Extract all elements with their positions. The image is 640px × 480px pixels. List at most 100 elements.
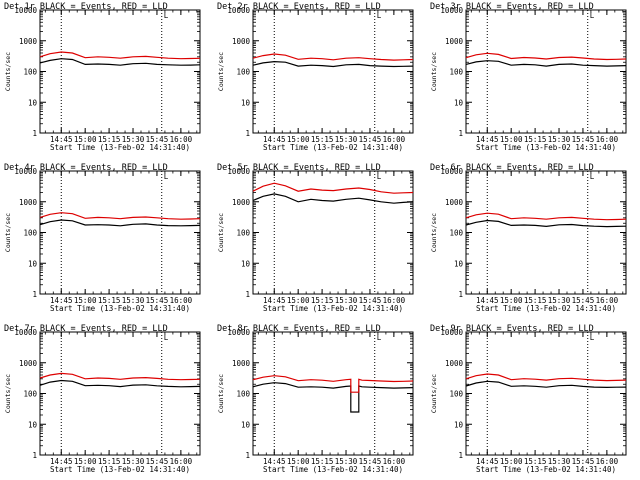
x-axis-title: Start Time (13-Feb-02 14:31:40) xyxy=(263,304,403,313)
plot-frame xyxy=(465,170,627,295)
x-tick-label: 15:00 xyxy=(287,296,310,305)
x-tick-label: 14:45 xyxy=(50,457,73,466)
panel-title: Det 1r BLACK = Events, RED = LLD xyxy=(4,2,168,12)
y-tick-label: 100 xyxy=(449,229,463,238)
x-tick-label: 15:15 xyxy=(524,135,547,144)
y-tick-label: 100 xyxy=(449,390,463,399)
panel-title: Det 4r BLACK = Events, RED = LLD xyxy=(4,163,168,173)
y-axis-title: Counts/sec xyxy=(430,52,438,91)
y-tick-label: 1 xyxy=(245,451,250,460)
x-tick-label: 16:00 xyxy=(170,135,193,144)
chart-panel-7: Det 7r BLACK = Events, RED = LLD 1 10 100 10… xyxy=(4,324,201,474)
x-tick-label: 16:00 xyxy=(170,296,193,305)
series-lld-line xyxy=(252,182,414,194)
y-axis-title: Counts/sec xyxy=(430,213,438,252)
plot-frame xyxy=(252,170,414,295)
series-events-line xyxy=(252,382,414,413)
plot-frame xyxy=(39,331,201,456)
y-tick-label: 1000 xyxy=(232,37,251,46)
x-tick-label: 15:45 xyxy=(359,457,382,466)
x-axis-title: Start Time (13-Feb-02 14:31:40) xyxy=(50,143,190,152)
series-lld-line xyxy=(465,373,627,382)
x-tick-label: 15:15 xyxy=(524,296,547,305)
series-lld-line xyxy=(465,52,627,61)
x-axis-title: Start Time (13-Feb-02 14:31:40) xyxy=(50,465,190,474)
x-tick-label: 15:45 xyxy=(146,135,169,144)
x-tick-label: 16:00 xyxy=(383,296,406,305)
x-tick-label: 15:45 xyxy=(359,135,382,144)
chart-panel-4: Det 4r BLACK = Events, RED = LLD 1 10 100 10… xyxy=(4,163,201,313)
plot-frame xyxy=(39,9,201,134)
y-tick-label: 10 xyxy=(454,98,464,107)
panel-title: Det 6r BLACK = Events, RED = LLD xyxy=(430,163,594,173)
x-tick-label: 15:30 xyxy=(335,135,358,144)
series-lld-line xyxy=(252,375,414,393)
panel-title: Det 3r BLACK = Events, RED = LLD xyxy=(430,2,594,12)
y-tick-label: 10 xyxy=(241,98,251,107)
series-events-line xyxy=(39,379,201,388)
x-tick-label: 15:45 xyxy=(572,296,595,305)
x-tick-label: 15:30 xyxy=(548,296,571,305)
y-tick-label: 1000 xyxy=(19,37,38,46)
series-events-line xyxy=(39,219,201,227)
plot-frame xyxy=(465,331,627,456)
x-tick-label: 15:00 xyxy=(500,457,523,466)
series-events-line xyxy=(465,60,627,67)
panel-title: Det 7r BLACK = Events, RED = LLD xyxy=(4,324,168,334)
y-tick-label: 10000 xyxy=(227,6,250,15)
y-tick-label: 100 xyxy=(236,68,250,77)
plot-frame xyxy=(465,9,627,134)
x-tick-label: 15:15 xyxy=(98,135,121,144)
x-tick-label: 15:15 xyxy=(98,457,121,466)
x-tick-label: 16:00 xyxy=(383,457,406,466)
x-tick-label: 15:30 xyxy=(122,457,145,466)
x-tick-label: 15:45 xyxy=(572,135,595,144)
y-tick-label: 10000 xyxy=(14,6,37,15)
x-tick-label: 15:15 xyxy=(311,296,334,305)
x-tick-label: 15:00 xyxy=(74,135,97,144)
plot-frame xyxy=(252,331,414,456)
x-tick-label: 15:45 xyxy=(572,457,595,466)
y-tick-label: 100 xyxy=(449,68,463,77)
x-tick-label: 15:00 xyxy=(74,296,97,305)
y-tick-label: 10 xyxy=(28,98,38,107)
x-tick-label: 16:00 xyxy=(596,135,619,144)
y-tick-label: 100 xyxy=(236,390,250,399)
y-tick-label: 1000 xyxy=(445,37,464,46)
plot-frame xyxy=(252,9,414,134)
x-tick-label: 16:00 xyxy=(170,457,193,466)
chart-panel-3: Det 3r BLACK = Events, RED = LLD 1 10 100 10… xyxy=(430,2,627,152)
y-tick-label: 1 xyxy=(458,290,463,299)
y-tick-label: 10000 xyxy=(14,167,37,176)
y-tick-label: 10000 xyxy=(440,328,463,337)
x-tick-label: 15:30 xyxy=(122,296,145,305)
y-tick-label: 10 xyxy=(454,259,464,268)
x-axis-title: Start Time (13-Feb-02 14:31:40) xyxy=(50,304,190,313)
y-axis-title: Counts/sec xyxy=(217,374,225,413)
y-tick-label: 10000 xyxy=(440,6,463,15)
y-tick-label: 10000 xyxy=(14,328,37,337)
x-tick-label: 15:30 xyxy=(122,135,145,144)
x-tick-label: 14:45 xyxy=(476,457,499,466)
y-tick-label: 100 xyxy=(23,390,37,399)
x-axis-title: Start Time (13-Feb-02 14:31:40) xyxy=(263,143,403,152)
x-tick-label: 16:00 xyxy=(383,135,406,144)
y-tick-label: 1 xyxy=(458,129,463,138)
x-axis-title: Start Time (13-Feb-02 14:31:40) xyxy=(476,465,616,474)
x-tick-label: 16:00 xyxy=(596,457,619,466)
corner-mark: L xyxy=(377,333,382,342)
y-tick-label: 1 xyxy=(32,451,37,460)
x-tick-label: 15:45 xyxy=(146,296,169,305)
plot-frame xyxy=(39,170,201,295)
x-tick-label: 15:30 xyxy=(335,296,358,305)
series-events-line xyxy=(252,193,414,204)
x-tick-label: 15:15 xyxy=(524,457,547,466)
y-tick-label: 1000 xyxy=(19,198,38,207)
x-tick-label: 14:45 xyxy=(50,296,73,305)
y-tick-label: 100 xyxy=(23,229,37,238)
x-tick-label: 15:00 xyxy=(500,135,523,144)
y-tick-label: 100 xyxy=(236,229,250,238)
chart-panel-5: Det 5r BLACK = Events, RED = LLD 1 10 100 10… xyxy=(217,163,414,313)
corner-mark: L xyxy=(164,172,169,181)
x-tick-label: 15:00 xyxy=(500,296,523,305)
